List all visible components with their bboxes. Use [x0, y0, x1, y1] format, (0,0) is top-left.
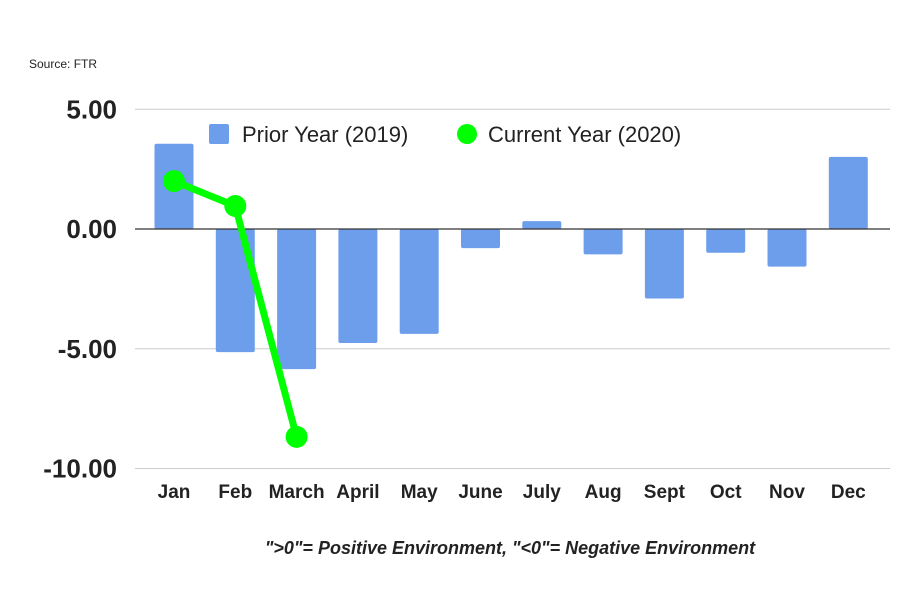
current-year-point	[224, 195, 247, 218]
x-tick-label: April	[336, 482, 379, 503]
bar-oct	[706, 229, 746, 253]
current-year-point	[163, 170, 185, 193]
x-tick-label: Jan	[158, 482, 191, 503]
legend-swatch-current-year	[457, 124, 477, 144]
x-tick-label: Dec	[831, 482, 866, 503]
x-tick-label: May	[401, 482, 438, 503]
x-tick-label: Oct	[710, 482, 742, 503]
bar-march	[277, 229, 317, 370]
legend-swatch-prior-year	[209, 124, 229, 144]
x-tick-label: Aug	[585, 482, 622, 503]
y-tick-label: 0.00	[66, 214, 117, 244]
legend-label-current-year: Current Year (2020)	[488, 122, 681, 147]
x-tick-label: Nov	[769, 482, 805, 503]
y-tick-label: -10.00	[43, 454, 117, 484]
bar-dec	[828, 156, 868, 229]
x-tick-label: July	[523, 482, 561, 503]
y-tick-label: 5.00	[66, 94, 117, 124]
current-year-point	[285, 425, 308, 448]
bar-april	[338, 229, 378, 344]
x-tick-label: Feb	[218, 482, 252, 503]
bar-june	[461, 229, 500, 249]
bar-sept	[644, 229, 684, 299]
bar-july	[522, 221, 562, 229]
x-tick-label: March	[269, 482, 325, 503]
bar-feb	[215, 229, 255, 353]
bar-aug	[583, 229, 623, 255]
x-tick-label: June	[458, 482, 502, 503]
footnote: ">0"= Positive Environment, "<0"= Negati…	[264, 538, 756, 558]
bar-may	[399, 229, 439, 334]
source-label: Source: FTR	[29, 57, 98, 71]
x-tick-label: Sept	[644, 482, 686, 503]
legend-label-prior-year: Prior Year (2019)	[242, 122, 408, 147]
bar-nov	[767, 229, 807, 267]
y-tick-label: -5.00	[58, 334, 117, 364]
